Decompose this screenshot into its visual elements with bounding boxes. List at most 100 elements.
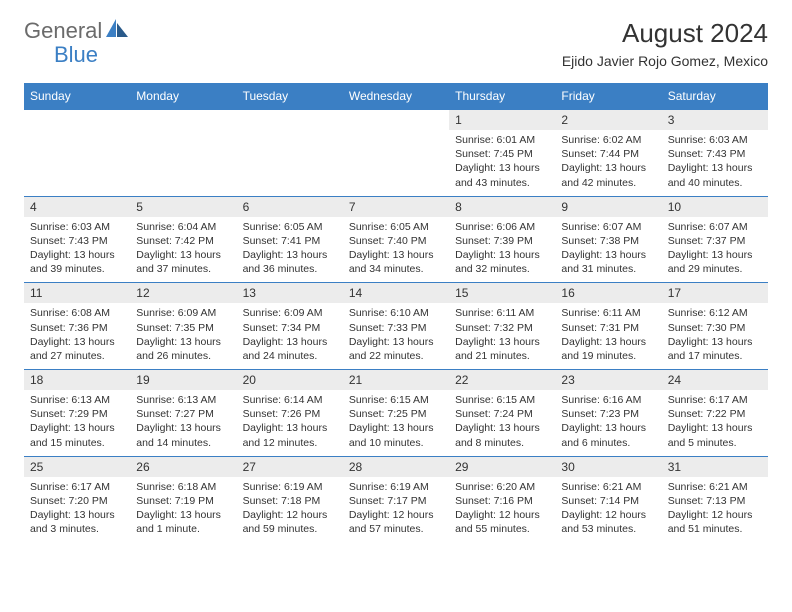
day-number: 24 [662,370,768,390]
day-number: 22 [449,370,555,390]
day-number-cell: 30 [555,456,661,477]
day-content-row: Sunrise: 6:01 AMSunset: 7:45 PMDaylight:… [24,130,768,196]
day-number-row: 25262728293031 [24,456,768,477]
brand-name-b: Blue [54,42,98,68]
day-number: 15 [449,283,555,303]
day-number: 13 [237,283,343,303]
weekday-header: Wednesday [343,83,449,110]
day-detail: Sunrise: 6:03 AMSunset: 7:43 PMDaylight:… [24,217,130,283]
day-detail: Sunrise: 6:14 AMSunset: 7:26 PMDaylight:… [237,390,343,456]
weekday-header: Friday [555,83,661,110]
day-content-row: Sunrise: 6:13 AMSunset: 7:29 PMDaylight:… [24,390,768,456]
day-number: 28 [343,457,449,477]
day-detail: Sunrise: 6:12 AMSunset: 7:30 PMDaylight:… [662,303,768,369]
day-number-cell: 22 [449,370,555,391]
day-content-cell: Sunrise: 6:18 AMSunset: 7:19 PMDaylight:… [130,477,236,543]
day-number-cell: 8 [449,196,555,217]
weekday-header-row: SundayMondayTuesdayWednesdayThursdayFrid… [24,83,768,110]
day-number-cell: 13 [237,283,343,304]
day-content-cell: Sunrise: 6:20 AMSunset: 7:16 PMDaylight:… [449,477,555,543]
day-detail: Sunrise: 6:09 AMSunset: 7:34 PMDaylight:… [237,303,343,369]
day-number-cell: 25 [24,456,130,477]
day-detail: Sunrise: 6:02 AMSunset: 7:44 PMDaylight:… [555,130,661,196]
day-content-cell: Sunrise: 6:05 AMSunset: 7:40 PMDaylight:… [343,217,449,283]
day-number-cell: 6 [237,196,343,217]
day-number-cell: 1 [449,110,555,131]
day-number-cell: 4 [24,196,130,217]
empty-cell [24,130,130,196]
day-content-cell: Sunrise: 6:11 AMSunset: 7:31 PMDaylight:… [555,303,661,369]
day-number-cell: 20 [237,370,343,391]
day-number: 7 [343,197,449,217]
day-detail: Sunrise: 6:05 AMSunset: 7:41 PMDaylight:… [237,217,343,283]
empty-cell [24,110,130,131]
day-number-cell: 17 [662,283,768,304]
day-detail: Sunrise: 6:10 AMSunset: 7:33 PMDaylight:… [343,303,449,369]
day-content-cell: Sunrise: 6:05 AMSunset: 7:41 PMDaylight:… [237,217,343,283]
day-content-cell: Sunrise: 6:19 AMSunset: 7:17 PMDaylight:… [343,477,449,543]
day-content-cell: Sunrise: 6:02 AMSunset: 7:44 PMDaylight:… [555,130,661,196]
day-number-cell: 2 [555,110,661,131]
day-content-cell: Sunrise: 6:06 AMSunset: 7:39 PMDaylight:… [449,217,555,283]
day-number: 1 [449,110,555,130]
day-number: 18 [24,370,130,390]
day-detail: Sunrise: 6:04 AMSunset: 7:42 PMDaylight:… [130,217,236,283]
day-number: 27 [237,457,343,477]
calendar-table: SundayMondayTuesdayWednesdayThursdayFrid… [24,83,768,542]
day-detail: Sunrise: 6:19 AMSunset: 7:18 PMDaylight:… [237,477,343,543]
day-number-cell: 27 [237,456,343,477]
day-number: 2 [555,110,661,130]
day-number: 12 [130,283,236,303]
day-content-cell: Sunrise: 6:16 AMSunset: 7:23 PMDaylight:… [555,390,661,456]
day-detail: Sunrise: 6:08 AMSunset: 7:36 PMDaylight:… [24,303,130,369]
day-number-cell: 21 [343,370,449,391]
day-number-row: 45678910 [24,196,768,217]
day-content-row: Sunrise: 6:03 AMSunset: 7:43 PMDaylight:… [24,217,768,283]
day-detail: Sunrise: 6:18 AMSunset: 7:19 PMDaylight:… [130,477,236,543]
day-content-cell: Sunrise: 6:11 AMSunset: 7:32 PMDaylight:… [449,303,555,369]
day-number: 5 [130,197,236,217]
day-number: 8 [449,197,555,217]
day-number-cell: 15 [449,283,555,304]
day-number-row: 11121314151617 [24,283,768,304]
day-detail: Sunrise: 6:20 AMSunset: 7:16 PMDaylight:… [449,477,555,543]
day-content-cell: Sunrise: 6:21 AMSunset: 7:14 PMDaylight:… [555,477,661,543]
weekday-header: Tuesday [237,83,343,110]
day-detail: Sunrise: 6:15 AMSunset: 7:24 PMDaylight:… [449,390,555,456]
day-number-cell: 24 [662,370,768,391]
day-number-cell: 31 [662,456,768,477]
day-content-cell: Sunrise: 6:03 AMSunset: 7:43 PMDaylight:… [24,217,130,283]
day-number: 11 [24,283,130,303]
day-number-cell: 10 [662,196,768,217]
day-content-cell: Sunrise: 6:21 AMSunset: 7:13 PMDaylight:… [662,477,768,543]
day-detail: Sunrise: 6:13 AMSunset: 7:29 PMDaylight:… [24,390,130,456]
day-number-cell: 26 [130,456,236,477]
page-title: August 2024 [562,18,768,49]
weekday-header: Sunday [24,83,130,110]
day-number: 31 [662,457,768,477]
day-detail: Sunrise: 6:16 AMSunset: 7:23 PMDaylight:… [555,390,661,456]
empty-cell [237,130,343,196]
day-number: 17 [662,283,768,303]
day-number: 4 [24,197,130,217]
day-content-row: Sunrise: 6:17 AMSunset: 7:20 PMDaylight:… [24,477,768,543]
day-number-cell: 7 [343,196,449,217]
day-number: 23 [555,370,661,390]
day-number: 29 [449,457,555,477]
day-number: 9 [555,197,661,217]
day-number: 14 [343,283,449,303]
brand-logo: General Blue [24,18,128,44]
day-detail: Sunrise: 6:17 AMSunset: 7:22 PMDaylight:… [662,390,768,456]
day-number-cell: 11 [24,283,130,304]
day-content-cell: Sunrise: 6:08 AMSunset: 7:36 PMDaylight:… [24,303,130,369]
day-content-cell: Sunrise: 6:01 AMSunset: 7:45 PMDaylight:… [449,130,555,196]
weekday-header: Thursday [449,83,555,110]
empty-cell [130,110,236,131]
day-number-cell: 18 [24,370,130,391]
page-subtitle: Ejido Javier Rojo Gomez, Mexico [562,53,768,69]
day-content-cell: Sunrise: 6:14 AMSunset: 7:26 PMDaylight:… [237,390,343,456]
day-number-cell: 12 [130,283,236,304]
day-content-cell: Sunrise: 6:09 AMSunset: 7:35 PMDaylight:… [130,303,236,369]
weekday-header: Saturday [662,83,768,110]
day-content-cell: Sunrise: 6:07 AMSunset: 7:37 PMDaylight:… [662,217,768,283]
